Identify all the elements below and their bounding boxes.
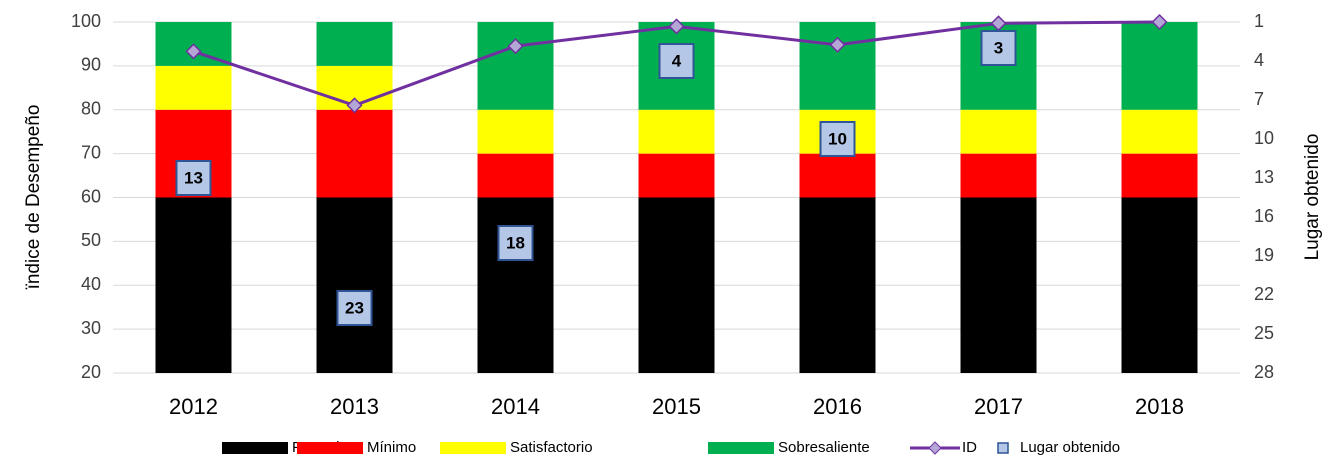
legend-swatch xyxy=(222,442,288,454)
y2-tick-label: 4 xyxy=(1254,50,1264,70)
y2-tick-label: 1 xyxy=(1254,11,1264,31)
bar-segment xyxy=(960,153,1037,198)
legend-swatch xyxy=(708,442,774,454)
y2-tick-label: 22 xyxy=(1254,284,1274,304)
x-tick-label: 2017 xyxy=(974,394,1023,419)
bar-segment xyxy=(960,109,1037,154)
bar-segment xyxy=(960,197,1037,373)
legend-swatch xyxy=(440,442,506,454)
bar-segment xyxy=(638,197,715,373)
y-tick-label: 60 xyxy=(81,186,101,206)
y-tick-label: 20 xyxy=(81,362,101,382)
bar-segment xyxy=(1121,153,1198,198)
bar-segment xyxy=(316,22,393,66)
place-box xyxy=(175,160,212,196)
y-tick-label: 40 xyxy=(81,274,101,294)
place-label: 23 xyxy=(345,298,364,317)
bar-segment xyxy=(477,109,554,154)
place-box xyxy=(497,225,534,261)
bar-segment xyxy=(1121,197,1198,373)
x-tick-label: 2018 xyxy=(1135,394,1184,419)
place-label: 13 xyxy=(184,168,203,187)
bar-segment xyxy=(316,197,393,373)
bar-segment xyxy=(477,22,554,110)
y2-tick-label: 16 xyxy=(1254,206,1274,226)
bar-segment xyxy=(799,22,876,110)
bar-segment xyxy=(477,153,554,198)
x-tick-label: 2014 xyxy=(491,394,540,419)
place-box xyxy=(819,121,856,157)
bar-segment xyxy=(477,197,554,373)
y-tick-label: 50 xyxy=(81,230,101,250)
bar-segment xyxy=(1121,109,1198,154)
legend-marker xyxy=(997,442,1009,454)
y-axis-title: ïndice de Desempeño xyxy=(23,105,44,290)
legend-label: ID xyxy=(962,439,977,456)
legend-label: Satisfactorio xyxy=(510,439,593,456)
bar-segment xyxy=(155,197,232,373)
place-box xyxy=(980,30,1017,66)
y-tick-label: 30 xyxy=(81,318,101,338)
y2-tick-label: 19 xyxy=(1254,245,1274,265)
id-marker xyxy=(346,97,363,114)
id-marker xyxy=(507,38,524,55)
legend-swatch xyxy=(297,442,363,454)
bar-segment xyxy=(799,197,876,373)
y-tick-label: 80 xyxy=(81,99,101,119)
bar-segment xyxy=(638,109,715,154)
y-tick-label: 70 xyxy=(81,142,101,162)
y2-tick-label: 28 xyxy=(1254,362,1274,382)
legend-label: Sobresaliente xyxy=(778,439,870,456)
id-marker xyxy=(185,43,202,60)
legend-label: Lugar obtenido xyxy=(1020,439,1120,456)
place-label: 18 xyxy=(506,233,525,252)
y-tick-label: 100 xyxy=(71,11,101,31)
bar-segment xyxy=(638,153,715,198)
legend-label: Mínimo xyxy=(367,439,416,456)
place-box xyxy=(658,43,695,79)
y2-axis-title: Lugar obtenido xyxy=(1302,134,1323,261)
y-tick-label: 90 xyxy=(81,55,101,75)
legend-marker xyxy=(928,441,942,455)
place-label: 3 xyxy=(994,38,1003,57)
x-tick-label: 2016 xyxy=(813,394,862,419)
id-marker xyxy=(668,18,685,35)
bar-segment xyxy=(1121,22,1198,110)
y2-tick-label: 7 xyxy=(1254,89,1264,109)
id-marker xyxy=(1151,13,1168,31)
x-tick-label: 2012 xyxy=(169,394,218,419)
place-label: 10 xyxy=(828,129,847,148)
bar-segment xyxy=(799,153,876,198)
x-tick-label: 2015 xyxy=(652,394,701,419)
bar-segment xyxy=(316,109,393,198)
bar-segment xyxy=(155,65,232,110)
x-tick-label: 2013 xyxy=(330,394,379,419)
place-box xyxy=(336,290,373,326)
y2-tick-label: 25 xyxy=(1254,323,1274,343)
place-label: 4 xyxy=(672,51,682,70)
id-marker xyxy=(829,36,846,53)
y2-tick-label: 10 xyxy=(1254,128,1274,148)
y2-tick-label: 13 xyxy=(1254,167,1274,187)
